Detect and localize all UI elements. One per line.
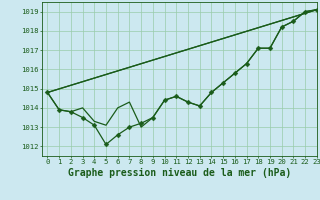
X-axis label: Graphe pression niveau de la mer (hPa): Graphe pression niveau de la mer (hPa): [68, 168, 291, 178]
